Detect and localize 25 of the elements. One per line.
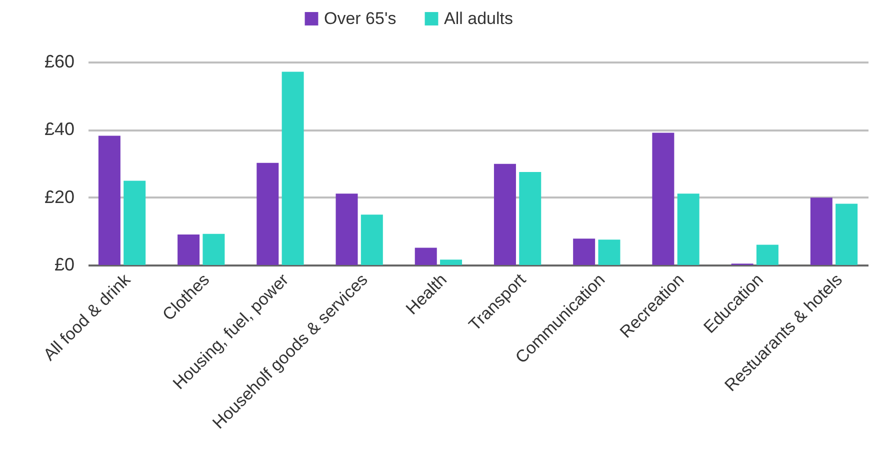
y-tick-label: £60 — [44, 52, 74, 72]
bar — [440, 260, 462, 265]
bar — [494, 164, 516, 265]
bar — [124, 180, 146, 265]
legend-label: All adults — [444, 8, 513, 28]
bar — [573, 238, 596, 265]
y-tick-label: £40 — [44, 119, 74, 140]
legend-label: Over 65's — [324, 8, 396, 28]
bar — [810, 198, 832, 265]
bar — [178, 234, 200, 265]
bar — [336, 194, 358, 265]
bar — [360, 214, 383, 265]
bar — [202, 234, 225, 265]
bar — [414, 248, 437, 265]
bar — [756, 244, 778, 265]
bar — [652, 132, 674, 265]
bar — [519, 172, 542, 265]
bar — [98, 136, 120, 265]
y-tick-label: £20 — [44, 186, 74, 207]
bar — [677, 194, 700, 265]
bar — [282, 72, 304, 265]
bar — [598, 240, 620, 265]
bar — [836, 204, 858, 265]
y-tick-label: £0 — [54, 254, 74, 274]
bar — [256, 162, 279, 265]
